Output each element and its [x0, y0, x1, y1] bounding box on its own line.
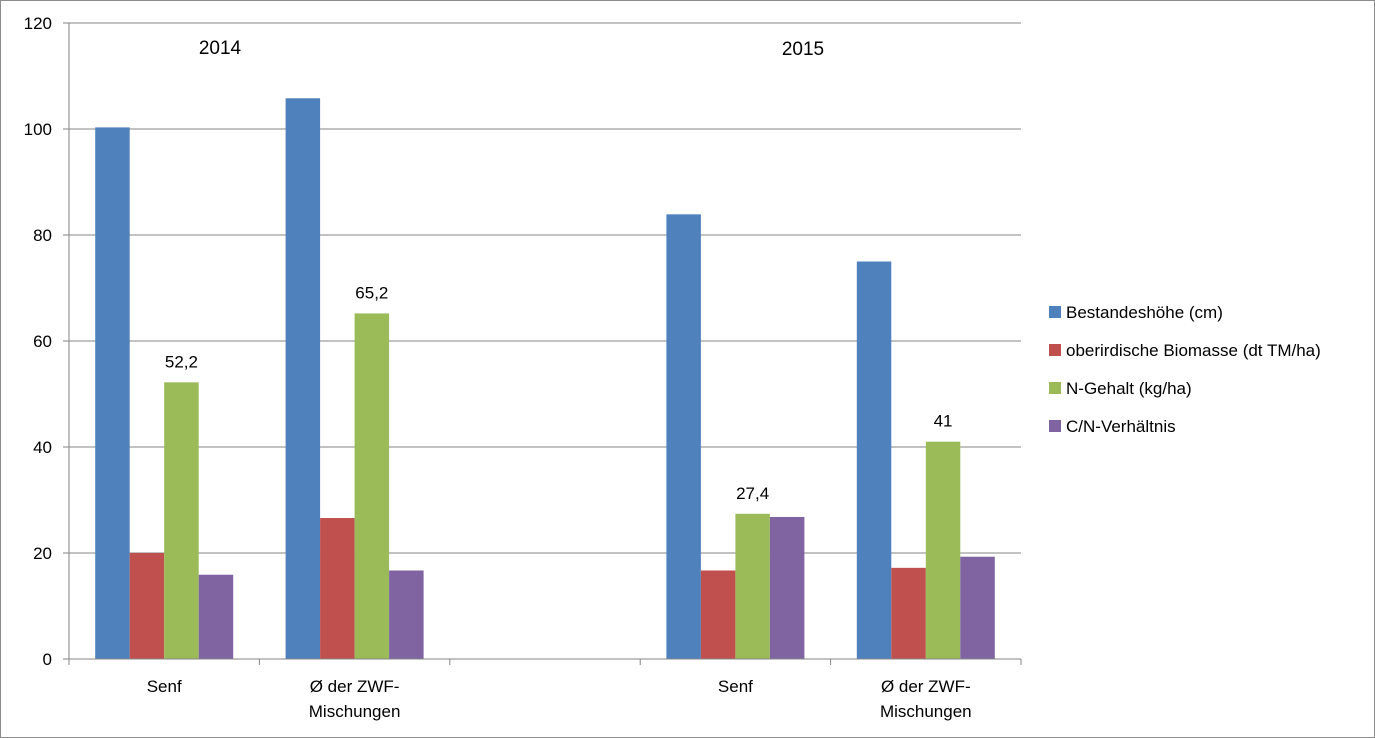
bar [354, 313, 390, 659]
x-axis [68, 658, 1022, 665]
legend-label: oberirdische Biomasse (dt TM/ha) [1066, 341, 1321, 360]
bar [769, 516, 805, 659]
y-tick-label: 120 [24, 14, 52, 33]
data-label: 52,2 [165, 352, 198, 371]
legend-swatch [1049, 382, 1061, 394]
y-axis-ticks: 0 20 40 60 80 100 120 [24, 14, 70, 669]
data-labels: 52,2 65,2 27,4 41 [165, 283, 953, 502]
category-label: Mischungen [309, 702, 401, 721]
category-label: Ø der ZWF- [310, 677, 400, 696]
bar [129, 553, 165, 659]
y-tick-label: 0 [43, 650, 52, 669]
bar [285, 98, 321, 659]
category-label: Ø der ZWF- [881, 677, 971, 696]
annotation-2014: 2014 [199, 38, 242, 59]
category-labels: Senf Ø der ZWF- Mischungen Senf Ø der ZWF- Mi… [147, 677, 972, 721]
category-label: Senf [147, 677, 182, 696]
bar [666, 214, 701, 659]
bar [700, 570, 736, 659]
bar [891, 567, 926, 659]
annotation-2015: 2015 [782, 39, 824, 60]
category-label: Mischungen [880, 702, 972, 721]
data-label: 41 [934, 412, 953, 431]
bar [925, 441, 961, 659]
legend-label: N-Gehalt (kg/ha) [1066, 379, 1192, 398]
bar [320, 518, 355, 659]
y-tick-label: 40 [33, 438, 52, 457]
bar [198, 574, 234, 659]
y-tick-label: 80 [33, 226, 52, 245]
legend-label: C/N-Verhältnis [1066, 417, 1176, 436]
bar [164, 382, 199, 659]
legend-label: Bestandeshöhe (cm) [1066, 303, 1223, 322]
y-tick-label: 100 [24, 120, 52, 139]
category-label: Senf [718, 677, 753, 696]
data-label: 65,2 [355, 283, 388, 302]
y-tick-label: 60 [33, 332, 52, 351]
legend-swatch [1049, 344, 1061, 356]
bars [95, 98, 995, 659]
legend: Bestandeshöhe (cm) oberirdische Biomasse … [1049, 303, 1321, 436]
bar [389, 570, 424, 659]
bar [856, 261, 892, 659]
bar [95, 127, 130, 659]
legend-swatch [1049, 420, 1061, 432]
bar [960, 556, 995, 659]
legend-swatch [1049, 306, 1061, 318]
y-tick-label: 20 [33, 544, 52, 563]
bar [735, 513, 770, 659]
data-label: 27,4 [736, 484, 769, 503]
